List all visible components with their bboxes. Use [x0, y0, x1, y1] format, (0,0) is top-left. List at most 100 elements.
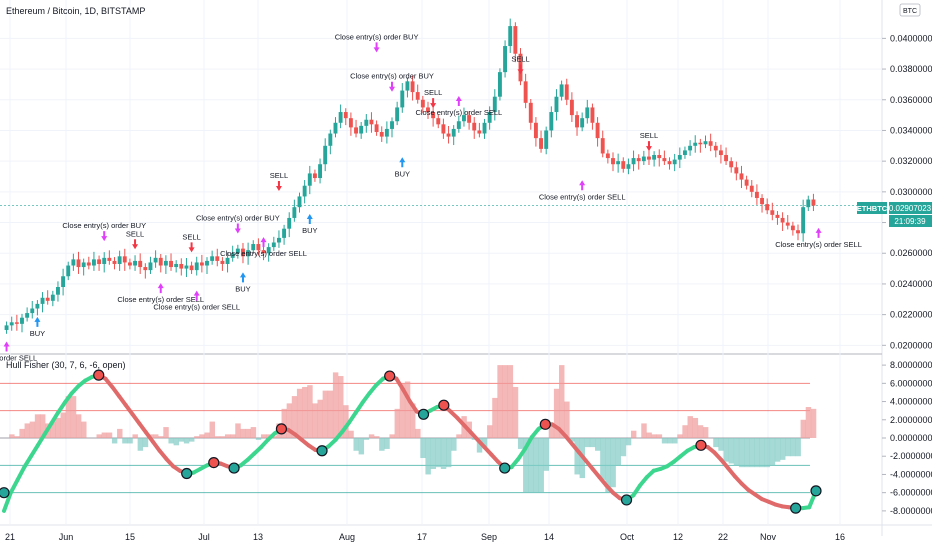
fisher-area-bar [564, 401, 570, 438]
candle-body [420, 99, 425, 108]
candle-body [682, 150, 687, 156]
fisher-area-bar [415, 428, 421, 438]
fisher-area-bar [230, 434, 236, 438]
candle-body [765, 204, 770, 211]
candle-body [230, 253, 235, 258]
candle-body [25, 313, 30, 318]
fisher-area-bar [178, 438, 185, 442]
candle-body [775, 214, 780, 218]
fisher-area-bar [260, 434, 267, 438]
fisher-area-bar [245, 428, 251, 438]
candle-body [760, 197, 764, 205]
fisher-area-bar [497, 365, 503, 438]
candle-body [30, 308, 35, 314]
signal-arrow-down-icon [373, 42, 380, 53]
fisher-area-bar [358, 438, 365, 455]
candle-body [801, 207, 806, 234]
fisher-area-bar [50, 421, 56, 438]
candle-body [318, 164, 323, 179]
signal-arrow-up-icon [306, 214, 313, 225]
signal-arrow-up-icon [193, 290, 200, 301]
fisher-peak-marker [93, 369, 105, 381]
fisher-line-segment [2, 490, 13, 513]
fisher-area-bar [769, 438, 776, 466]
candle-body [4, 325, 9, 330]
candle-body [45, 297, 50, 301]
fisher-area-bar [394, 408, 401, 438]
time-tick-label: Aug [339, 532, 355, 542]
candle-body [811, 199, 816, 206]
fisher-area-bar [153, 434, 159, 438]
fisher-line-segment [35, 432, 47, 448]
fisher-line-segment [631, 483, 643, 498]
trade-annotation-label: BUY [395, 169, 410, 178]
candle-body [647, 156, 651, 160]
fisher-area-bar [343, 405, 349, 438]
candle-body [271, 242, 276, 248]
fisher-area-bar [718, 438, 724, 451]
candle-body [667, 161, 672, 165]
trade-annotation-label: SELL [126, 229, 144, 238]
fisher-area-bar [487, 425, 493, 438]
fisher-area-bar [702, 427, 709, 438]
candle-body [107, 257, 112, 261]
candle-body [194, 262, 199, 271]
fisher-area-bar [507, 365, 514, 438]
fisher-area-bar [281, 408, 287, 438]
candle-body [426, 107, 430, 113]
fisher-trough-marker [0, 487, 10, 499]
fisher-area-bar [569, 438, 575, 442]
signal-arrow-up-icon [579, 180, 586, 191]
candle-body [61, 276, 66, 288]
fisher-area-bar [291, 396, 298, 438]
currency-corner-button[interactable]: BTC [899, 3, 921, 17]
candle-body [138, 260, 143, 268]
fisher-area-bar [168, 438, 174, 444]
indicator-title: Hull Fisher (30, 7, 6, -6, open) [6, 360, 126, 370]
time-tick-label: Jul [198, 532, 210, 542]
signal-arrow-down-icon [188, 242, 195, 253]
fisher-area-bar [106, 432, 113, 438]
candle-body [626, 164, 631, 169]
candle-body [785, 222, 790, 226]
fisher-line-segment [347, 410, 358, 425]
trade-annotation-label: Close entry(s) order SELL [220, 249, 307, 258]
signal-arrow-down-icon [275, 180, 282, 191]
fisher-area-bar [548, 425, 555, 438]
fisher-area-bar [420, 438, 426, 459]
signal-arrow-down-icon [132, 239, 139, 250]
fisher-area-bar [764, 438, 771, 468]
fisher-area-bar [338, 376, 344, 438]
fisher-area-bar [759, 438, 765, 468]
fisher-trough-marker [790, 502, 802, 514]
fisher-area-bar [553, 388, 560, 438]
candle-body [590, 107, 595, 123]
candle-body [693, 142, 698, 146]
candle-body [677, 155, 682, 160]
candle-body [395, 107, 400, 122]
candle-body [328, 133, 333, 146]
trade-annotation-label: SELL [640, 131, 658, 140]
fisher-area-bar [666, 438, 673, 444]
signal-arrow-down-icon [101, 231, 108, 242]
fisher-area-bar [805, 407, 812, 438]
candle-body [56, 287, 60, 295]
candle-body [713, 145, 718, 151]
fisher-area-bar [559, 365, 565, 438]
trade-annotation-label: Close entry(s) order BUY [350, 72, 434, 81]
candle-body [302, 185, 307, 197]
fisher-area-bar [517, 438, 524, 449]
fisher-area-bar [204, 432, 210, 438]
candle-body [282, 228, 287, 238]
candle-body [169, 260, 173, 268]
candle-body [364, 119, 369, 126]
time-tick-label: 22 [718, 532, 728, 542]
candle-body [754, 191, 759, 198]
fisher-area-bar [780, 438, 786, 460]
